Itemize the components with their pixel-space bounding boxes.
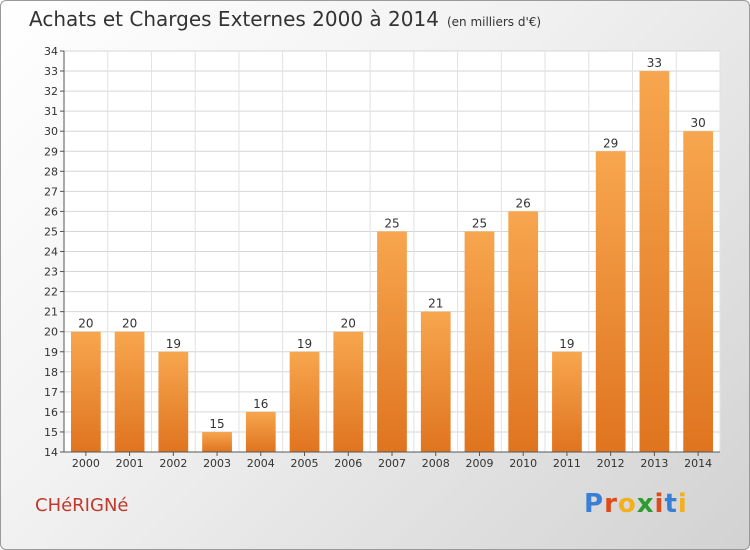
bar-2000 <box>70 331 101 452</box>
value-label-2005: 19 <box>297 337 312 351</box>
bar-2005 <box>289 351 320 452</box>
chart-subtitle: (en milliers d'€) <box>446 15 542 29</box>
y-tick-label-32: 32 <box>44 85 58 98</box>
y-tick-label-31: 31 <box>44 105 58 118</box>
value-label-2001: 20 <box>122 317 137 331</box>
brand-letter: P <box>584 489 605 519</box>
x-tick-label-2010: 2010 <box>509 457 537 470</box>
value-label-2009: 25 <box>472 216 487 230</box>
bar-2003 <box>202 431 232 452</box>
x-tick-label-2003: 2003 <box>203 457 231 470</box>
bar-2010 <box>508 211 539 452</box>
x-tick-label-2000: 2000 <box>72 457 100 470</box>
brand-letter: r <box>604 489 618 519</box>
brand-letter: i <box>677 489 688 519</box>
y-tick-label-34: 34 <box>44 45 58 58</box>
brand-letter: t <box>664 489 678 519</box>
y-tick-label-21: 21 <box>44 306 58 319</box>
bar-2013 <box>639 71 670 453</box>
y-tick-label-15: 15 <box>44 426 58 439</box>
brand-letter: x <box>636 489 655 519</box>
y-tick-label-22: 22 <box>44 286 58 299</box>
value-label-2004: 16 <box>253 397 268 411</box>
brand-letter: o <box>617 489 637 519</box>
y-tick-label-24: 24 <box>44 246 58 259</box>
y-tick-label-14: 14 <box>44 446 58 459</box>
bar-2014 <box>683 131 714 452</box>
y-tick-label-27: 27 <box>44 185 58 198</box>
value-label-2012: 29 <box>603 136 618 150</box>
y-tick-label-16: 16 <box>44 406 58 419</box>
value-label-2008: 21 <box>428 297 443 311</box>
y-tick-label-29: 29 <box>44 145 58 158</box>
bar-2012 <box>595 151 626 452</box>
y-tick-label-25: 25 <box>44 225 58 238</box>
chart-title-text: Achats et Charges Externes 2000 à 2014 <box>29 7 439 31</box>
x-tick-label-2011: 2011 <box>553 457 581 470</box>
brand-logo: Proxiti <box>584 489 688 519</box>
commune-name: CHéRIGNé <box>35 495 129 516</box>
value-label-2011: 19 <box>559 337 574 351</box>
value-label-2014: 30 <box>690 116 705 130</box>
y-tick-label-28: 28 <box>44 165 58 178</box>
value-label-2006: 20 <box>341 317 356 331</box>
y-tick-label-17: 17 <box>44 386 58 399</box>
x-tick-label-2001: 2001 <box>116 457 144 470</box>
x-tick-label-2007: 2007 <box>378 457 406 470</box>
bar-2011 <box>552 351 582 452</box>
bar-2007 <box>377 231 407 452</box>
bar-2001 <box>114 331 145 452</box>
x-tick-label-2014: 2014 <box>684 457 712 470</box>
x-tick-label-2005: 2005 <box>291 457 319 470</box>
value-label-2002: 19 <box>166 337 181 351</box>
value-label-2000: 20 <box>78 317 93 331</box>
value-label-2007: 25 <box>384 216 399 230</box>
x-tick-label-2004: 2004 <box>247 457 275 470</box>
chart-title: Achats et Charges Externes 2000 à 2014 (e… <box>29 7 541 31</box>
x-tick-label-2009: 2009 <box>465 457 493 470</box>
bar-2008 <box>420 311 451 452</box>
value-label-2013: 33 <box>647 56 662 70</box>
x-tick-label-2006: 2006 <box>334 457 362 470</box>
y-tick-label-26: 26 <box>44 205 58 218</box>
x-tick-label-2013: 2013 <box>640 457 668 470</box>
y-tick-label-33: 33 <box>44 65 58 78</box>
y-tick-label-19: 19 <box>44 346 58 359</box>
bar-2004 <box>245 411 276 452</box>
brand-letter: i <box>654 489 665 519</box>
bar-2006 <box>333 331 364 452</box>
x-tick-label-2012: 2012 <box>597 457 625 470</box>
y-tick-label-18: 18 <box>44 366 58 379</box>
value-label-2010: 26 <box>516 196 531 210</box>
y-tick-label-30: 30 <box>44 125 58 138</box>
bar-2002 <box>158 351 189 452</box>
value-label-2003: 15 <box>209 417 224 431</box>
y-tick-label-20: 20 <box>44 326 58 339</box>
bar-2009 <box>464 231 495 452</box>
x-tick-label-2002: 2002 <box>159 457 187 470</box>
x-tick-label-2008: 2008 <box>422 457 450 470</box>
y-tick-label-23: 23 <box>44 266 58 279</box>
